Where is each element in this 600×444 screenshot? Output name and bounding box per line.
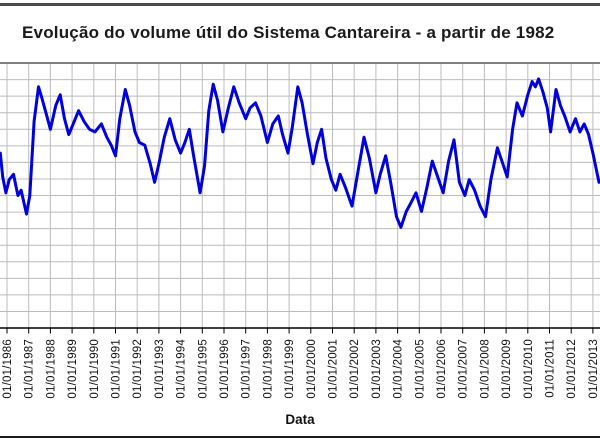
x-tick-label: 01/01/1993 [154,339,166,399]
x-tick-label: 01/01/1997 [241,339,253,399]
x-tick-label: 01/01/2013 [588,339,600,399]
x-tick-label: 01/01/1991 [111,339,123,399]
x-tick-label: 01/01/1990 [89,339,101,399]
x-tick-label: 01/01/1999 [284,339,296,399]
x-tick-label: 01/01/1986 [2,339,14,399]
x-tick-label: 01/01/1995 [197,339,209,399]
x-tick-label: 01/01/2012 [566,339,578,399]
volume-series-line [0,77,600,229]
x-axis-title: Data [285,412,315,427]
x-tick-label: 01/01/1989 [67,339,79,399]
x-tick-label: 01/01/1992 [132,339,144,399]
x-tick-label: 01/01/2006 [436,339,448,399]
x-tick-label: 01/01/2005 [414,339,426,399]
page-top-border [0,3,600,6]
x-tick-label: 01/01/2011 [545,339,557,398]
x-tick-label: 01/01/1998 [262,339,274,399]
x-tick-label: 01/01/2003 [371,339,383,399]
x-tick-label: 01/01/1988 [45,339,57,399]
page-bottom-border [0,436,600,438]
x-tick-label: 01/01/2002 [349,339,361,399]
x-tick-label: 01/01/2009 [501,339,513,399]
x-tick-label: 01/01/2004 [393,339,405,399]
x-tick-label: 01/01/2008 [479,339,491,399]
x-tick-label: 01/01/2001 [328,339,340,399]
x-tick-label: 01/01/1994 [176,339,188,399]
x-tick-label: 01/01/2010 [523,339,535,399]
x-tick-label: 01/01/1987 [24,339,36,399]
x-tick-label: 01/01/2007 [458,339,470,399]
x-tick-label: 01/01/2000 [306,339,318,399]
chart-title: Evolução do volume útil do Sistema Canta… [22,23,555,42]
x-tick-label: 01/01/1996 [219,339,231,399]
